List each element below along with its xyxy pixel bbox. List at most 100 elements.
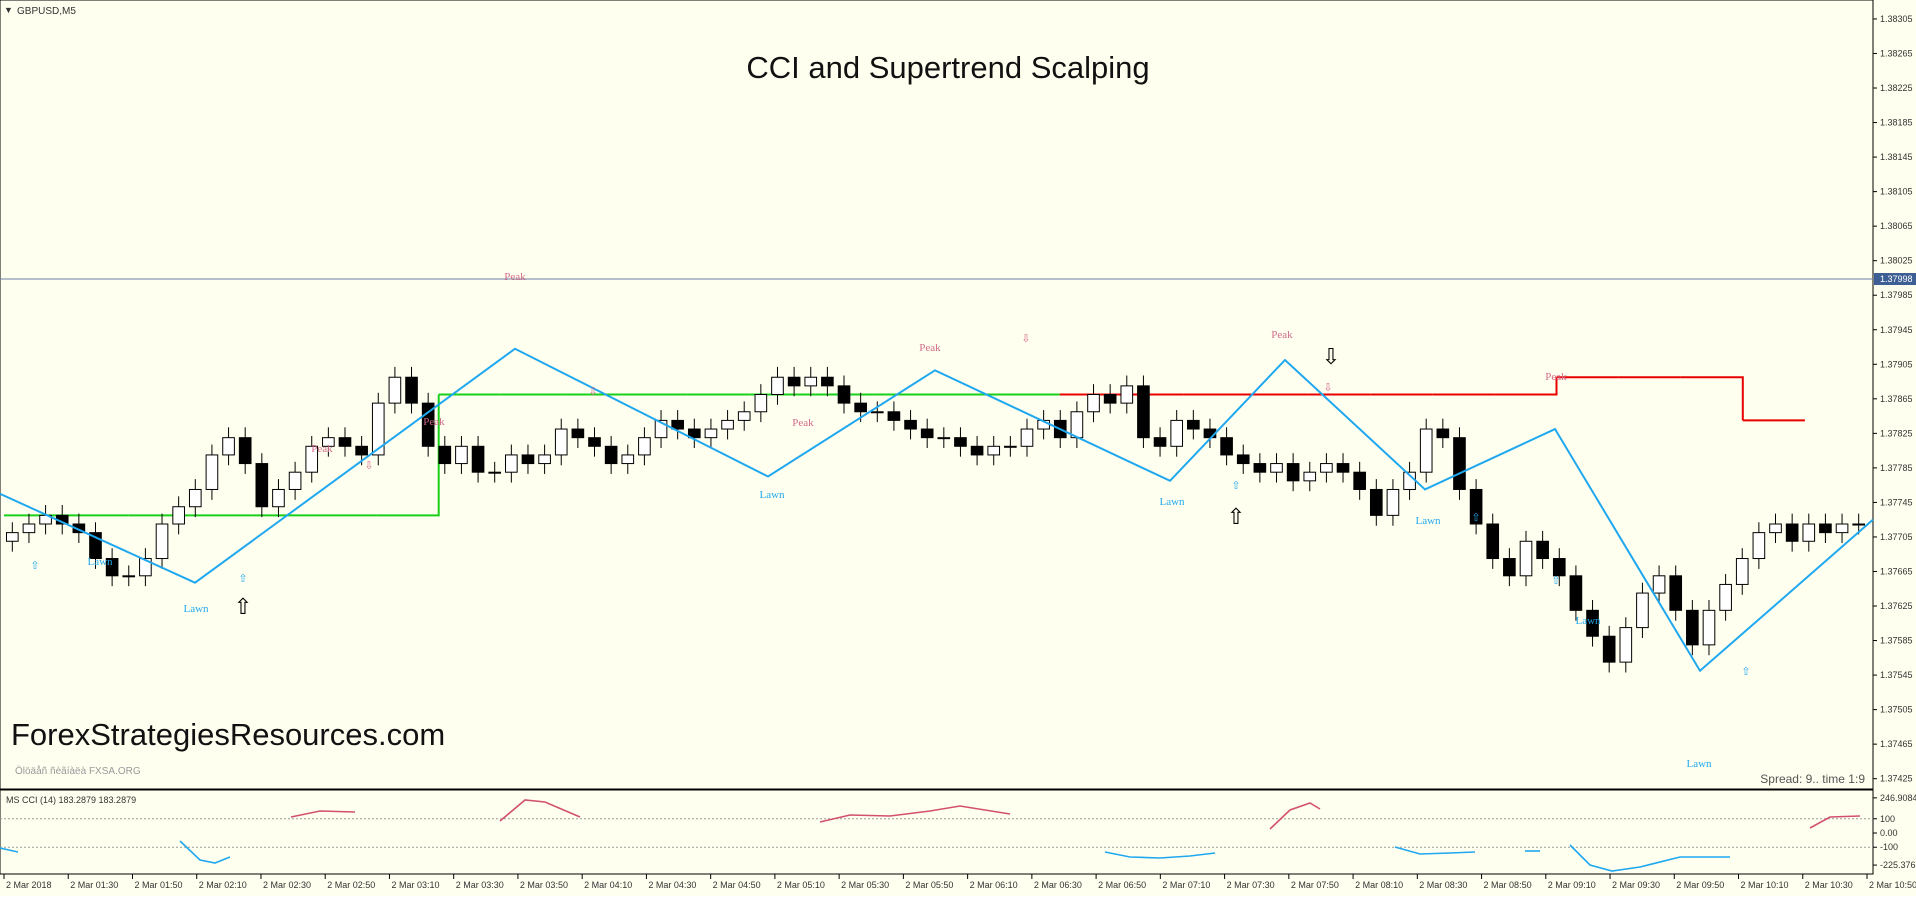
candle-body	[188, 488, 202, 508]
time-tick-label: 2 Mar 10:30	[1805, 880, 1853, 890]
symbol-label: GBPUSD,M5	[17, 6, 76, 17]
down-arrow-icon: ⇩	[1322, 344, 1340, 369]
candle-body	[1436, 428, 1450, 439]
candle-body	[687, 428, 701, 439]
candle-body	[1253, 463, 1267, 473]
candle-body	[471, 445, 485, 473]
candle-body	[1586, 609, 1599, 637]
cci-oversold-segment	[1104, 851, 1216, 859]
sub-watermark: Ölöäåñ ñèãíàëà FXSA.ORG	[15, 765, 141, 777]
candle-body	[155, 523, 169, 560]
candle-body	[970, 445, 984, 456]
candle-body	[538, 454, 551, 465]
time-tick-label: 2 Mar 02:50	[327, 880, 375, 890]
candle-body	[1170, 419, 1184, 447]
spread-info: Spread: 9.. time 1:9	[1760, 772, 1865, 786]
candle-body	[1652, 575, 1666, 594]
candle-body	[1669, 575, 1683, 611]
candle-body	[1819, 523, 1832, 534]
candle-body	[1536, 540, 1549, 560]
time-tick-label: 2 Mar 09:30	[1612, 880, 1660, 890]
price-tick-label: 1.37705	[1880, 532, 1913, 542]
price-tick-label: 1.37585	[1880, 636, 1913, 646]
candle-body	[754, 394, 768, 413]
candle-body	[405, 376, 418, 404]
candle-body	[987, 445, 1001, 456]
current-price-value: 1.37998	[1880, 274, 1913, 284]
cci-overbought-segment	[819, 805, 1011, 823]
price-axis: 1.38305 1.38265 1.38225 1.38185 1.38145 1.381…	[1873, 14, 1913, 784]
price-tick-label: 1.37945	[1880, 325, 1913, 335]
cci-overbought-segment	[499, 799, 581, 822]
candle-body	[338, 437, 352, 447]
candle-body	[438, 445, 452, 465]
candle-body	[837, 385, 851, 404]
up-arrow-icon: ⇧	[238, 573, 247, 585]
down-arrow-icon: ⇩	[364, 460, 373, 472]
time-tick-label: 2 Mar 04:30	[648, 880, 696, 890]
time-tick-label: 2 Mar 06:30	[1034, 880, 1082, 890]
candle-body	[1769, 523, 1782, 534]
candle-body	[638, 437, 651, 456]
candle-body	[122, 575, 136, 578]
candle-body	[255, 463, 269, 508]
price-tick-label: 1.37665	[1880, 566, 1913, 576]
time-tick-label: 2 Mar 06:50	[1098, 880, 1146, 890]
candle-body	[870, 411, 884, 414]
price-tick-label: 1.38305	[1880, 14, 1913, 24]
price-tick-label: 1.37985	[1880, 290, 1913, 300]
candle-body	[1120, 385, 1134, 404]
price-tick-label: 1.37545	[1880, 670, 1913, 680]
candle-body	[421, 402, 435, 447]
candle-body	[621, 454, 635, 465]
cci-pane	[0, 789, 1874, 875]
time-tick-label: 2 Mar 04:50	[713, 880, 761, 890]
candle-body	[821, 376, 834, 387]
lawn-marker: Lawn	[1415, 515, 1441, 527]
time-tick-label: 2 Mar 07:10	[1162, 880, 1210, 890]
candle-body	[172, 506, 185, 525]
time-tick-label: 2 Mar 10:50	[1869, 880, 1916, 890]
lawn-marker: Lawn	[1686, 758, 1712, 770]
candle-body	[704, 428, 718, 439]
candle-body	[1752, 532, 1766, 560]
candle-body	[804, 376, 818, 387]
price-tick-label: 1.37785	[1880, 463, 1913, 473]
candle-body	[1469, 488, 1483, 525]
candle-body	[139, 558, 152, 577]
time-tick-label: 2 Mar 08:10	[1355, 880, 1403, 890]
lawn-marker: Lawn	[183, 603, 209, 615]
candle-body	[588, 437, 601, 447]
price-tick-label: 1.37865	[1880, 394, 1913, 404]
time-tick-label: 2 Mar 03:30	[456, 880, 504, 890]
candle-body	[787, 376, 801, 387]
cci-tick-label: 0.00	[1880, 828, 1898, 838]
candle-body	[1103, 394, 1117, 404]
price-tick-label: 1.37465	[1880, 739, 1913, 749]
candle-body	[388, 376, 402, 404]
lawn-marker: Lawn	[87, 556, 113, 568]
candle-body	[1187, 419, 1200, 430]
cci-tick-label: -100	[1880, 842, 1898, 852]
candle-body	[1353, 471, 1366, 490]
cci-tick-label: 100	[1880, 814, 1895, 824]
candle-body	[904, 419, 917, 430]
candle-body	[920, 428, 934, 439]
time-tick-label: 2 Mar 08:50	[1484, 880, 1532, 890]
candle-body	[1802, 523, 1816, 542]
candle-body	[1153, 437, 1167, 447]
cci-oversold-segment	[1394, 846, 1476, 855]
symbol-arrow-icon[interactable]: ▼	[4, 5, 13, 15]
supertrend-segment	[1494, 377, 1558, 396]
cci-tick-label: 246.9084	[1880, 793, 1916, 803]
time-tick-label: 2 Mar 04:10	[584, 880, 632, 890]
price-tick-label: 1.37745	[1880, 497, 1913, 507]
supertrend-segment	[1680, 376, 1744, 421]
peak-marker: Peak	[1545, 371, 1567, 383]
candle-body	[72, 523, 86, 534]
candle-body	[1453, 437, 1466, 490]
candle-body	[1636, 592, 1649, 629]
cci-overbought-segment	[1269, 802, 1321, 830]
cci-indicator: 246.9084 100 0.00 -100 -225.3763	[0, 793, 1916, 872]
